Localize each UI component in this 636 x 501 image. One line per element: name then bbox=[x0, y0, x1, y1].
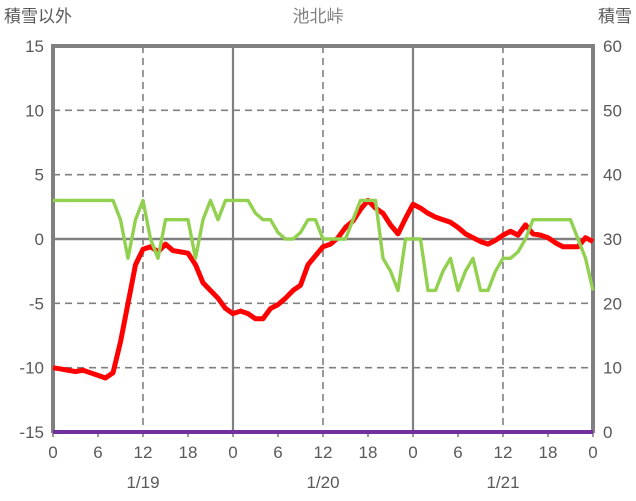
x-axis-tick-label: 12 bbox=[314, 443, 333, 462]
x-axis-tick-label: 18 bbox=[539, 443, 558, 462]
x-axis-tick-label: 6 bbox=[273, 443, 282, 462]
right-axis-title: 積雪 bbox=[598, 7, 632, 26]
series-line-temperature bbox=[52, 197, 595, 381]
y-axis-tick-label: 5 bbox=[35, 166, 44, 185]
x-axis-tick-label: 18 bbox=[359, 443, 378, 462]
x-axis-tick-label: 6 bbox=[93, 443, 102, 462]
gridlines bbox=[53, 46, 593, 432]
x-axis-tick-label: 12 bbox=[494, 443, 513, 462]
y2-axis-tick-label: 50 bbox=[603, 101, 622, 120]
y-axis-tick-label: -15 bbox=[19, 423, 44, 442]
y-axis-tick-label: -5 bbox=[29, 294, 44, 313]
x-axis-date-label: 1/20 bbox=[306, 473, 339, 492]
y-axis-tick-label: 10 bbox=[25, 101, 44, 120]
chart-title: 池北峠 bbox=[293, 7, 344, 26]
x-axis-tick-label: 12 bbox=[134, 443, 153, 462]
left-axis-title: 積雪以外 bbox=[4, 7, 72, 26]
y2-axis-tick-label: 40 bbox=[603, 166, 622, 185]
x-axis-tick-label: 6 bbox=[453, 443, 462, 462]
x-axis-date-label: 1/21 bbox=[486, 473, 519, 492]
y-axis-tick-label: 0 bbox=[35, 230, 44, 249]
x-axis-tick-label: 0 bbox=[48, 443, 57, 462]
y2-axis-tick-label: 60 bbox=[603, 37, 622, 56]
y-axis-tick-label: 15 bbox=[25, 37, 44, 56]
y-axis-tick-label: -10 bbox=[19, 359, 44, 378]
x-axis-tick-label: 0 bbox=[408, 443, 417, 462]
data-series-group bbox=[52, 197, 595, 434]
x-axis-tick-label: 0 bbox=[588, 443, 597, 462]
y2-axis-tick-label: 0 bbox=[603, 423, 612, 442]
x-axis-date-label: 1/19 bbox=[126, 473, 159, 492]
x-axis-tick-label: 0 bbox=[228, 443, 237, 462]
x-axis-tick-label: 18 bbox=[179, 443, 198, 462]
y2-axis-tick-label: 30 bbox=[603, 230, 622, 249]
y2-axis-tick-label: 10 bbox=[603, 359, 622, 378]
y2-axis-tick-label: 20 bbox=[603, 294, 622, 313]
series-line-snow-depth bbox=[53, 198, 595, 293]
